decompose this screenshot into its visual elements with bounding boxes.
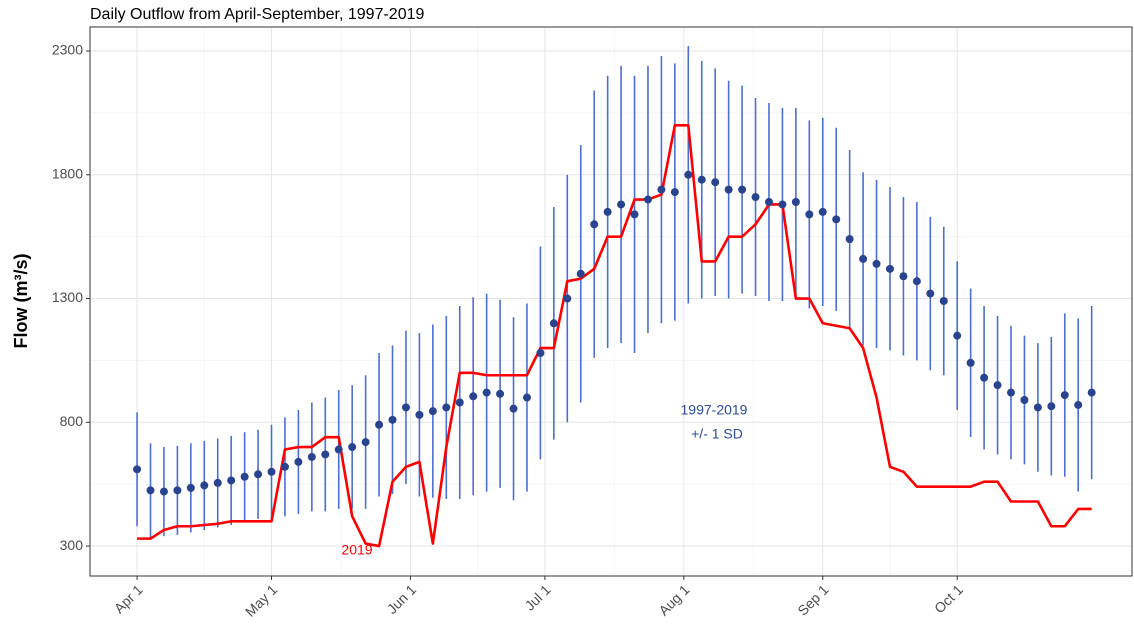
x-tick-label: May 1	[242, 581, 280, 619]
mean-point	[1047, 402, 1056, 411]
mean-point	[415, 410, 424, 419]
mean-point	[522, 393, 531, 402]
plot-border	[89, 26, 1133, 577]
mean-point	[697, 175, 706, 184]
mean-point	[1033, 403, 1042, 412]
mean-point	[267, 467, 276, 476]
mean-point	[294, 457, 303, 466]
mean-point	[859, 254, 868, 263]
mean-point	[455, 398, 464, 407]
mean-point	[254, 470, 263, 479]
mean-point	[1060, 391, 1069, 400]
x-tick-label: Jun 1	[384, 581, 420, 617]
mean-point	[1020, 396, 1029, 405]
mean-point	[1087, 388, 1096, 397]
mean-point	[939, 297, 948, 306]
mean-point	[872, 259, 881, 268]
mean-point	[496, 389, 505, 398]
mean-point	[186, 483, 195, 492]
mean-point	[482, 388, 491, 397]
mean-point	[993, 381, 1002, 390]
mean-point	[953, 331, 962, 340]
mean-point	[791, 197, 800, 206]
mean-point	[590, 220, 599, 229]
mean-point	[536, 348, 545, 357]
mean-point	[280, 462, 289, 471]
mean-point	[321, 450, 330, 459]
mean-point	[549, 319, 558, 328]
annotation: 2019	[341, 542, 372, 558]
mean-point	[227, 476, 236, 485]
y-tick-label: 300	[60, 537, 84, 553]
mean-point	[213, 478, 222, 487]
mean-point	[751, 193, 760, 202]
mean-point	[1074, 400, 1083, 409]
mean-point	[818, 207, 827, 216]
annotation: 1997-2019	[681, 402, 748, 418]
x-tick-label: Aug 1	[655, 581, 692, 618]
mean-point	[442, 403, 451, 412]
mean-point	[778, 200, 787, 209]
mean-point	[240, 472, 249, 481]
mean-point	[630, 210, 639, 219]
mean-point	[684, 170, 693, 179]
mean-point	[912, 277, 921, 286]
mean-point	[375, 420, 384, 429]
mean-point	[509, 404, 518, 413]
mean-point	[805, 210, 814, 219]
mean-point	[711, 178, 720, 187]
mean-point	[738, 185, 747, 194]
y-tick-label: 1300	[52, 289, 83, 305]
mean-point	[899, 272, 908, 281]
mean-point	[469, 392, 478, 401]
y-tick-label: 800	[60, 413, 84, 429]
mean-point	[200, 481, 209, 490]
y-tick-label: 2300	[52, 42, 83, 58]
mean-point	[159, 487, 168, 496]
line-2019	[137, 123, 1092, 548]
mean-point	[845, 235, 854, 244]
y-axis-label: Flow (m³/s)	[11, 254, 31, 349]
mean-point	[603, 207, 612, 216]
mean-point	[307, 452, 316, 461]
mean-point	[832, 215, 841, 224]
x-tick-label: Oct 1	[931, 581, 966, 616]
mean-point	[401, 403, 410, 412]
x-tick-label: Apr 1	[111, 581, 146, 616]
mean-point	[670, 188, 679, 197]
mean-point	[657, 185, 666, 194]
chart-title: Daily Outflow from April-September, 1997…	[90, 6, 424, 23]
y-tick-label: 1800	[52, 165, 83, 181]
mean-point	[1006, 388, 1015, 397]
x-tick-label: Sep 1	[794, 581, 831, 618]
mean-point	[885, 264, 894, 273]
mean-point	[643, 195, 652, 204]
mean-point	[334, 445, 343, 454]
mean-point	[133, 465, 142, 474]
annotation: +/- 1 SD	[691, 426, 743, 442]
mean-point	[563, 294, 572, 303]
mean-point	[146, 486, 155, 495]
mean-point	[348, 443, 357, 452]
mean-point	[966, 358, 975, 367]
mean-point	[576, 269, 585, 278]
mean-point	[388, 415, 397, 424]
x-tick-label: Jul 1	[521, 581, 553, 613]
mean-point	[926, 289, 935, 298]
mean-point	[428, 407, 437, 416]
mean-point	[361, 438, 370, 447]
mean-point	[980, 373, 989, 382]
mean-point	[617, 200, 626, 209]
mean-point	[764, 197, 773, 206]
mean-point	[724, 185, 733, 194]
mean-point	[173, 486, 182, 495]
